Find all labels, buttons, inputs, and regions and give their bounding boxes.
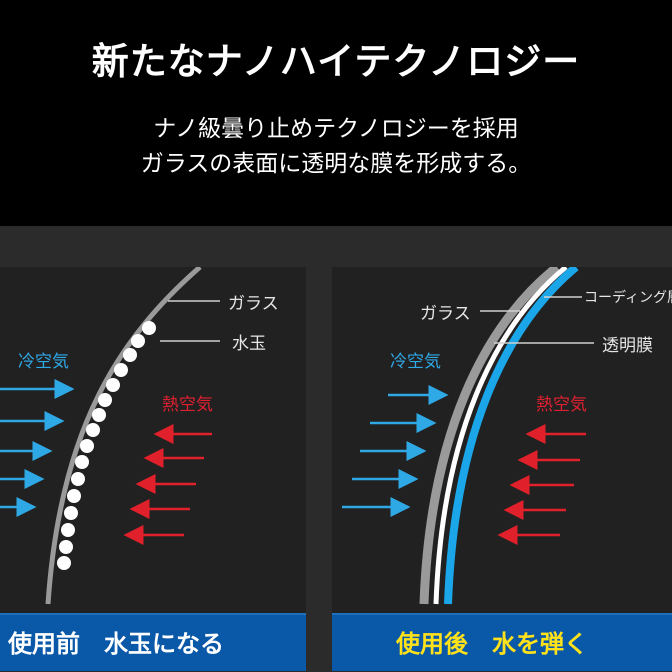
page-title: 新たなナノハイテクノロジー — [91, 40, 581, 83]
glass-label: ガラス — [228, 294, 279, 314]
cold-air-label: 冷空気 — [390, 352, 441, 372]
cold-air-label: 冷空気 — [18, 352, 69, 372]
water-droplets — [57, 321, 156, 570]
hot-air-label: 熱空気 — [536, 395, 587, 415]
cold-air-arrows — [342, 385, 449, 517]
hot-air-arrows — [497, 424, 586, 545]
hot-air-label: 熱空気 — [162, 395, 213, 415]
glass-label: ガラス — [420, 304, 471, 324]
cold-air-arrows — [0, 379, 75, 517]
glass-layer — [419, 267, 560, 605]
coating-label: コーディング層 — [584, 290, 672, 306]
film-label: 透明膜 — [602, 336, 653, 356]
before-panel: ガラス 水玉 冷空気 熱空気 使用前 水玉になる — [0, 267, 306, 671]
hot-air-arrows — [123, 424, 212, 545]
before-illustration — [0, 267, 220, 605]
after-illustration — [342, 267, 594, 605]
coating-layer — [444, 267, 579, 605]
after-banner: 使用後 水を弾く — [332, 613, 672, 671]
droplet-label: 水玉 — [232, 334, 266, 354]
after-panel: ガラス コーディング層 透明膜 冷空気 熱空気 使用後 水を弾く — [332, 267, 672, 671]
glass-curve — [45, 267, 202, 605]
header: 新たなナノハイテクノロジー ナノ級曇り止めテクノロジーを採用 ガラスの表面に透明… — [0, 0, 672, 226]
transparent-film-layer — [433, 267, 568, 605]
subtitle-line-1: ナノ級曇り止めテクノロジーを採用 — [153, 116, 519, 142]
before-banner: 使用前 水玉になる — [0, 613, 306, 671]
subtitle-line-2: ガラスの表面に透明な膜を形成する。 — [140, 151, 532, 177]
